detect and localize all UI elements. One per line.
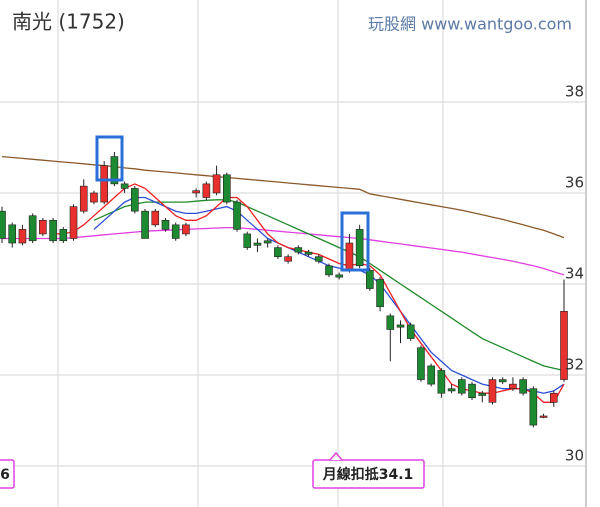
candle-body	[294, 247, 303, 253]
candle-body	[39, 219, 47, 235]
candle-body	[304, 251, 313, 255]
candle-body	[478, 392, 487, 396]
candle-body	[28, 215, 37, 242]
candle-body	[458, 379, 466, 394]
candle-body	[233, 201, 241, 230]
candle-body	[284, 256, 292, 262]
candle-body	[427, 365, 435, 385]
candle-body	[151, 210, 160, 226]
candle-body	[325, 265, 333, 276]
candle-body	[509, 383, 517, 389]
candle-body	[376, 279, 384, 308]
candles	[0, 152, 568, 428]
y-tick-label: 32	[565, 356, 584, 374]
candle-body	[498, 379, 507, 383]
highlight-box	[340, 211, 370, 272]
candle-body	[100, 165, 108, 203]
candle-body	[243, 233, 252, 248]
candle-body	[345, 242, 354, 271]
y-axis: 30 32 34 36 38	[565, 82, 584, 464]
annotation-box	[312, 459, 425, 489]
annotation-text: 6	[0, 467, 10, 483]
candle-body	[488, 379, 497, 403]
candle-body	[447, 388, 456, 392]
candle-body	[161, 219, 170, 230]
candle-body	[396, 324, 405, 328]
candle-body	[437, 370, 446, 394]
candle-body	[18, 229, 27, 244]
candle-body	[212, 174, 221, 194]
highlight-box	[95, 135, 124, 182]
candle-body	[90, 192, 98, 203]
candle-body	[59, 229, 68, 242]
candle-body	[406, 324, 415, 339]
y-tick-label: 34	[565, 264, 584, 282]
candle-body	[120, 183, 129, 189]
candle-body	[8, 224, 17, 244]
ma-line	[2, 226, 565, 276]
watermark: 玩股網 www.wantgoo.com	[368, 15, 572, 34]
candle-body	[202, 183, 211, 198]
candle-body	[79, 185, 88, 212]
candle-body	[69, 206, 78, 239]
candle-body	[314, 256, 323, 262]
candle-body	[223, 174, 231, 203]
candle-body	[366, 270, 374, 289]
candle-body	[131, 188, 139, 212]
candle-body	[141, 210, 149, 239]
candle-body	[355, 229, 364, 267]
candle-body	[386, 315, 395, 330]
candle-body	[253, 242, 262, 246]
candle-body	[263, 240, 272, 244]
candle-body	[549, 392, 558, 403]
candle-body	[182, 224, 190, 235]
annotation: 月線扣抵34.1	[312, 451, 425, 489]
candle-body	[0, 210, 6, 239]
candle-body	[171, 224, 180, 239]
y-tick-label: 36	[565, 173, 584, 191]
annotation-pointer	[329, 451, 343, 461]
candle-body	[274, 247, 282, 257]
candle-body	[539, 415, 548, 418]
annotation: 6	[0, 459, 15, 489]
vertical-grid	[57, 0, 587, 507]
candle-body	[529, 388, 538, 426]
candle-body	[417, 347, 425, 380]
candle-body	[335, 274, 344, 278]
candle-body	[192, 190, 200, 194]
candle-body	[49, 219, 57, 242]
annotation-box	[0, 459, 15, 489]
ma-line	[93, 199, 565, 372]
annotation-text: 月線扣抵34.1	[322, 466, 414, 483]
y-tick-label: 38	[565, 82, 584, 100]
candle-body	[468, 383, 476, 399]
candle-body	[519, 379, 527, 394]
chart-title: 南光 (1752)	[12, 10, 125, 34]
candle-body	[110, 156, 119, 185]
y-tick-label: 30	[565, 447, 584, 465]
candle-body	[560, 310, 568, 380]
